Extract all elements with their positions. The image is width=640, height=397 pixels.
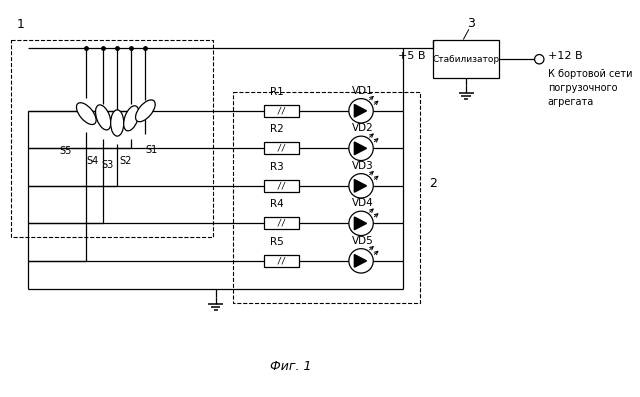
Circle shape [534,54,544,64]
Text: R5: R5 [270,237,284,247]
Bar [264,180,299,192]
Text: 1: 1 [17,18,25,31]
Ellipse shape [136,100,155,122]
Circle shape [349,249,373,273]
Text: S1: S1 [146,145,158,155]
Polygon shape [355,179,367,192]
Text: Стабилизатор: Стабилизатор [433,55,500,64]
Circle shape [349,136,373,160]
Text: //: // [276,144,286,153]
Circle shape [349,211,373,235]
Bar [232,92,420,303]
Text: S4: S4 [87,156,99,166]
Text: К бортовой сети
погрузочного
агрегата: К бортовой сети погрузочного агрегата [548,69,632,107]
Ellipse shape [111,110,124,136]
Text: //: // [276,106,286,115]
Text: R3: R3 [270,162,284,172]
Text: 2: 2 [429,177,437,190]
Text: S2: S2 [120,156,132,166]
Text: +12 В: +12 В [548,51,582,61]
Text: VD2: VD2 [352,123,374,133]
Text: S3: S3 [102,160,114,170]
Polygon shape [355,254,367,267]
Text: R2: R2 [270,124,284,134]
Text: VD1: VD1 [352,86,374,96]
Text: R4: R4 [270,199,284,209]
Ellipse shape [95,105,111,130]
Bar [264,217,299,229]
Text: 3: 3 [467,17,475,30]
Polygon shape [355,217,367,230]
Bar [264,105,299,117]
Polygon shape [355,104,367,117]
Bar [433,40,499,78]
Ellipse shape [124,106,139,131]
Circle shape [349,98,373,123]
Polygon shape [355,142,367,155]
Bar [264,142,299,154]
Text: VD4: VD4 [352,198,374,208]
Text: //: // [276,256,286,265]
Circle shape [349,173,373,198]
Text: Фиг. 1: Фиг. 1 [270,360,312,374]
Text: VD3: VD3 [352,161,374,171]
Text: R1: R1 [270,87,284,97]
Text: VD5: VD5 [352,236,374,246]
Text: //: // [276,219,286,228]
Text: +5 В: +5 В [398,51,426,61]
Ellipse shape [76,103,96,125]
Bar [12,40,213,237]
Text: S5: S5 [60,146,72,156]
Text: //: // [276,181,286,190]
Bar [264,255,299,267]
